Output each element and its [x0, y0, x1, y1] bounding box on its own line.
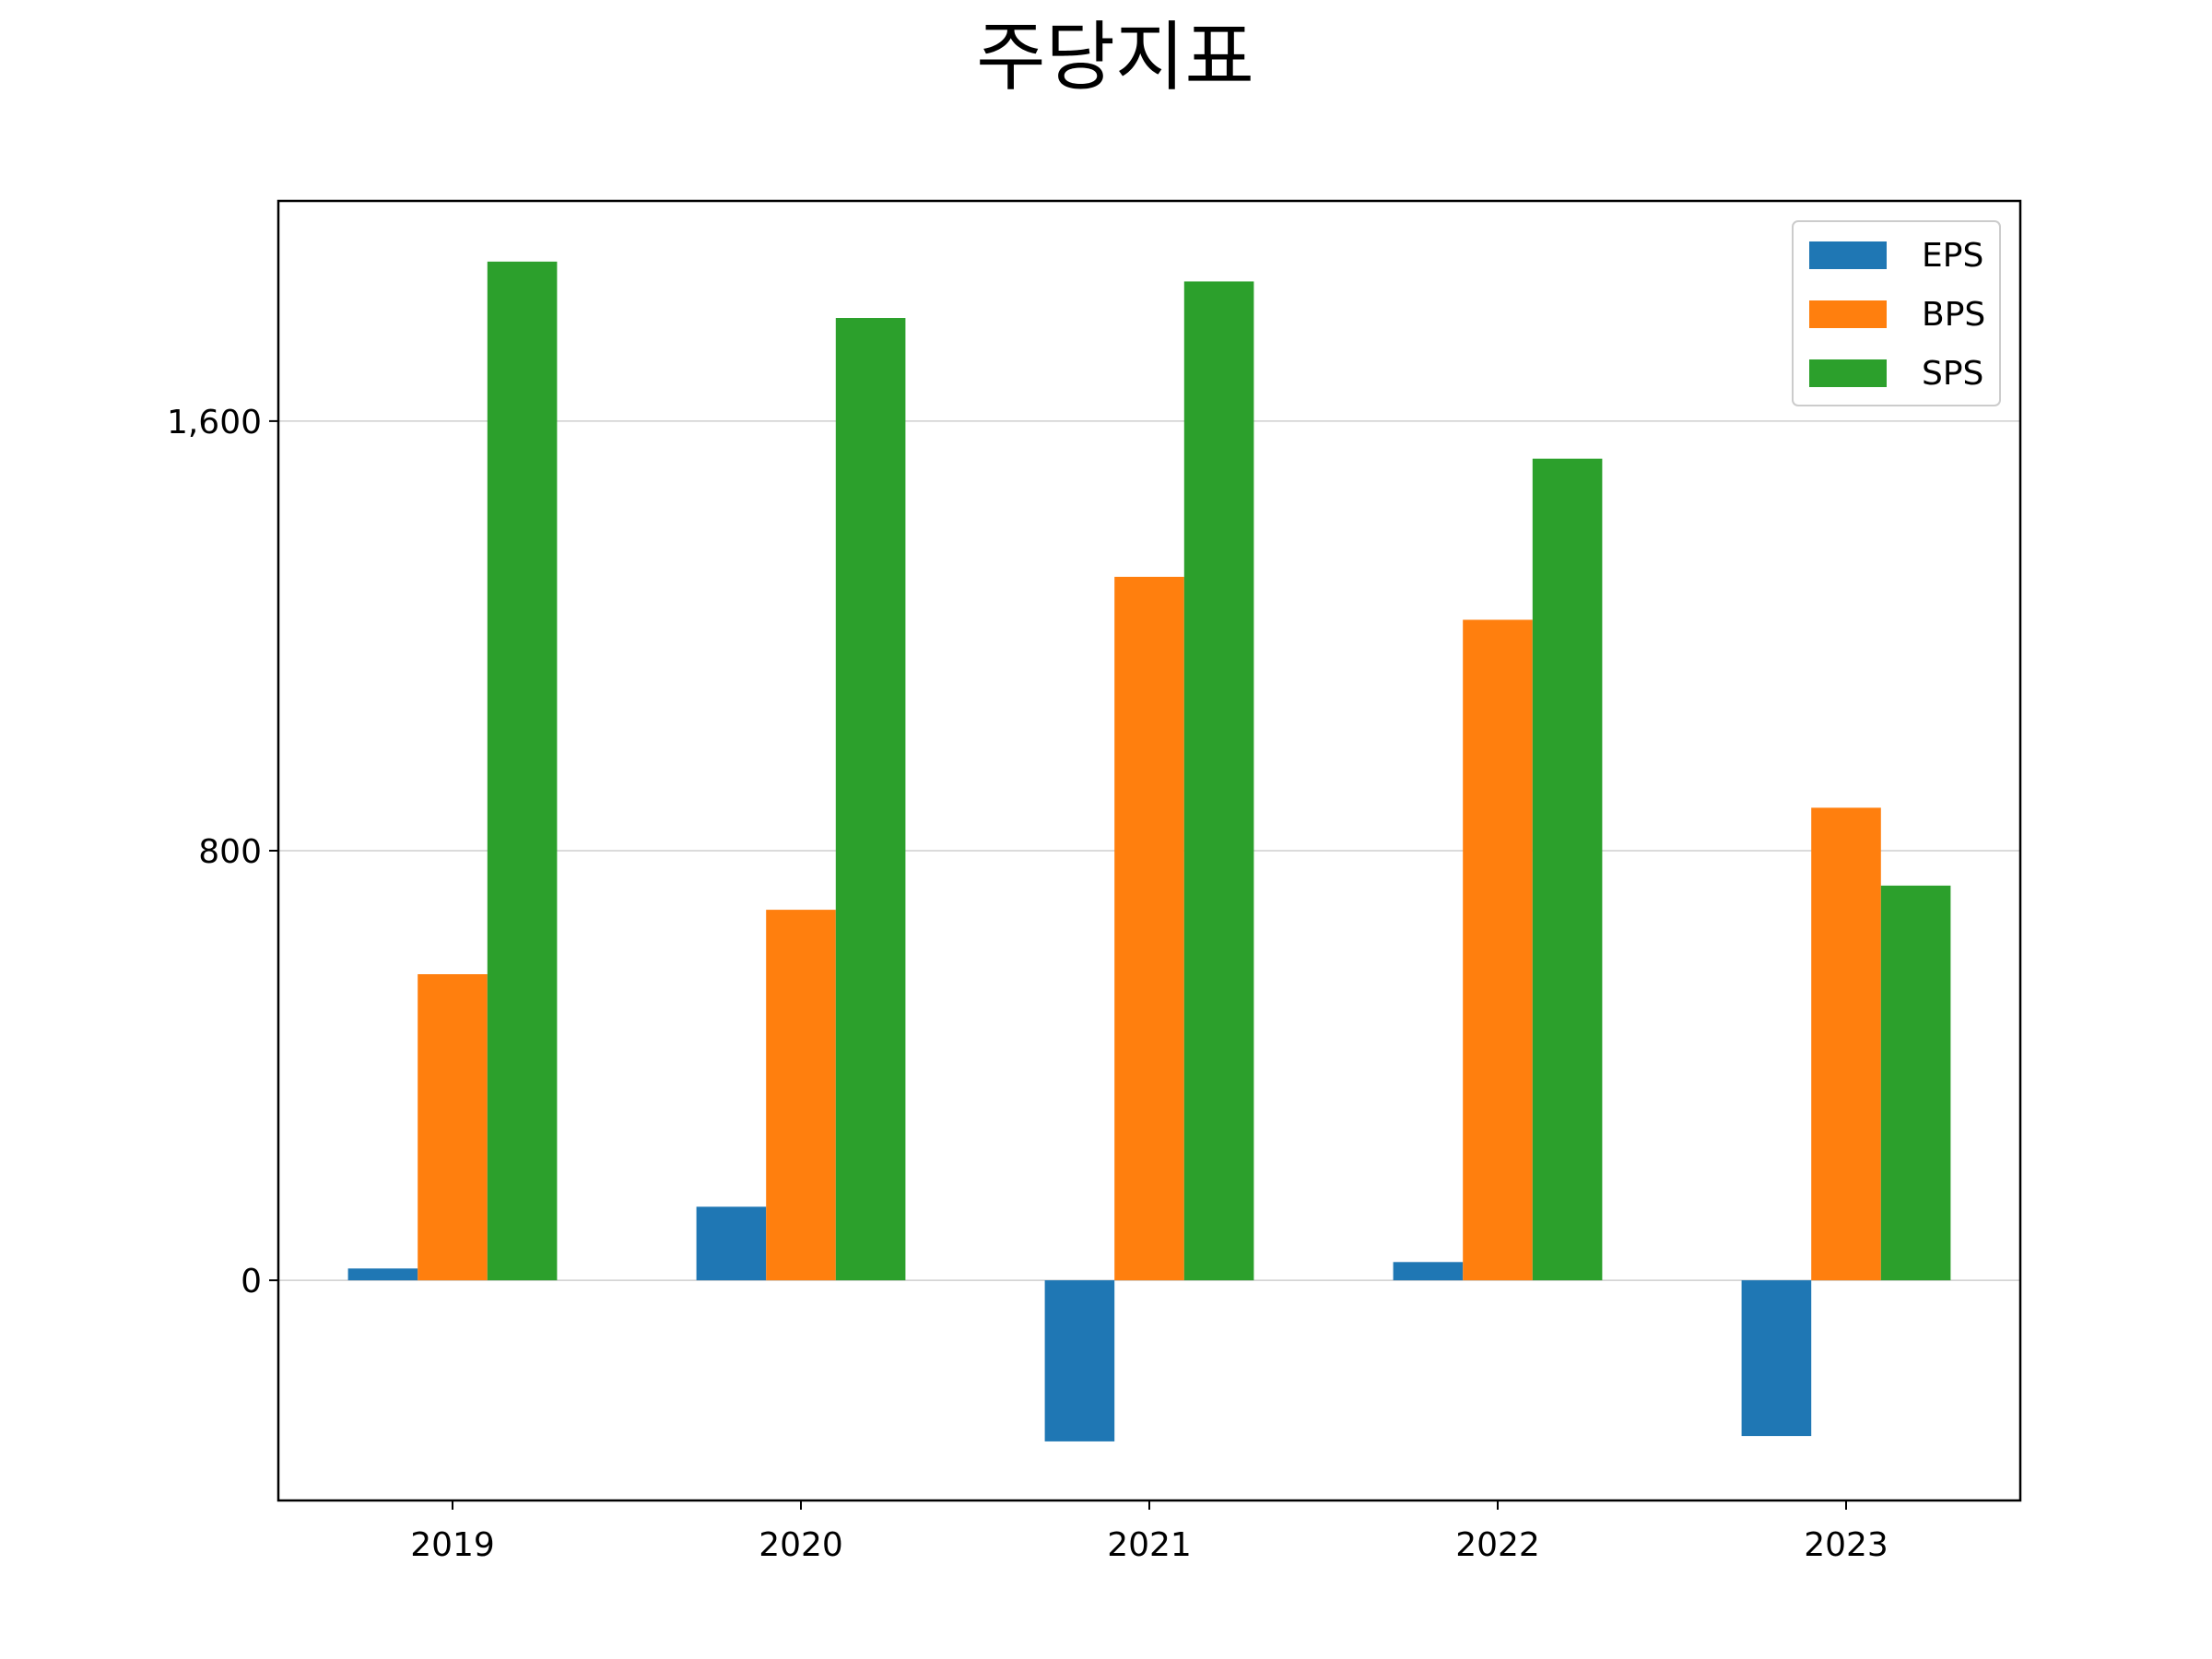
bar-bps [766, 910, 836, 1281]
bar-sps [835, 318, 906, 1281]
y-tick-label: 0 [241, 1263, 262, 1300]
bar-eps [1741, 1280, 1812, 1437]
legend-swatch-bps [1809, 300, 1887, 328]
legend-label-bps: BPS [1922, 296, 1985, 334]
x-tick-label: 2020 [759, 1526, 843, 1564]
y-axis: 0 800 1,600 [167, 404, 278, 1300]
y-tick-label: 800 [198, 833, 262, 871]
y-tick-label: 1,600 [167, 404, 262, 441]
legend-swatch-eps [1809, 241, 1887, 269]
bar-bps [1114, 576, 1184, 1281]
bars [347, 261, 1951, 1441]
x-tick-label: 2021 [1107, 1526, 1192, 1564]
legend-swatch-sps [1809, 359, 1887, 387]
chart-title: 주당지표 [976, 14, 1254, 101]
bar-bps [1811, 807, 1881, 1281]
bar-bps [1463, 619, 1533, 1281]
bar-sps [487, 261, 558, 1281]
legend: EPS BPS SPS [1792, 220, 2001, 406]
legend-label-sps: SPS [1922, 355, 1983, 393]
bar-sps [1532, 458, 1603, 1281]
x-tick-label: 2022 [1455, 1526, 1540, 1564]
bar-eps [347, 1268, 418, 1281]
bar-eps [1393, 1262, 1464, 1281]
x-tick-label: 2023 [1804, 1526, 1888, 1564]
bar-eps [696, 1206, 767, 1281]
bar-sps [1880, 885, 1951, 1281]
x-axis: 2019 2020 2021 2022 2023 [410, 1500, 1888, 1564]
bar-sps [1183, 281, 1254, 1281]
bar-bps [418, 974, 488, 1281]
legend-label-eps: EPS [1922, 237, 1983, 275]
bar-eps [1044, 1280, 1115, 1441]
x-tick-label: 2019 [410, 1526, 495, 1564]
